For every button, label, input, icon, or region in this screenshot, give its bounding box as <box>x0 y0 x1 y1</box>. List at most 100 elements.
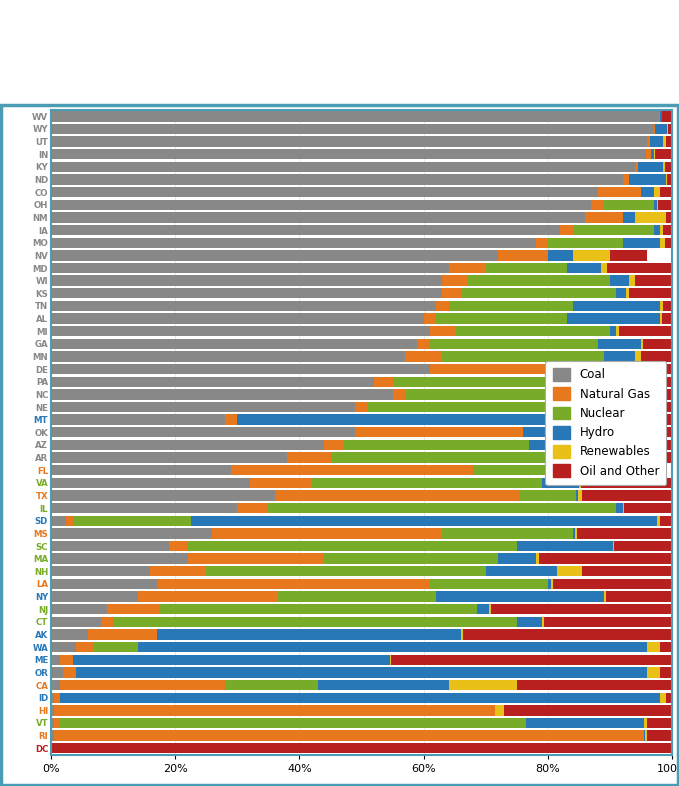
Bar <box>553 578 672 590</box>
Bar <box>651 149 654 160</box>
Bar <box>231 465 473 476</box>
Bar <box>51 680 60 690</box>
Bar <box>536 553 538 564</box>
Bar <box>424 314 436 324</box>
Bar <box>51 225 560 235</box>
Bar <box>604 200 654 210</box>
Bar <box>576 490 579 501</box>
Bar <box>486 566 557 576</box>
Bar <box>649 427 672 438</box>
Bar <box>660 642 672 652</box>
Bar <box>604 351 635 362</box>
Bar <box>436 314 566 324</box>
Bar <box>94 642 138 652</box>
Bar <box>554 465 555 476</box>
Bar <box>576 528 672 538</box>
Bar <box>646 730 647 740</box>
Bar <box>581 478 672 488</box>
Bar <box>51 314 424 324</box>
Bar <box>54 692 60 703</box>
Bar <box>442 275 467 286</box>
Bar <box>660 667 672 678</box>
Bar <box>312 478 542 488</box>
Bar <box>598 389 654 399</box>
Bar <box>650 414 672 425</box>
Bar <box>461 630 463 640</box>
Bar <box>368 402 654 412</box>
Bar <box>635 351 641 362</box>
Bar <box>187 553 325 564</box>
Bar <box>331 453 554 463</box>
Bar <box>76 667 647 678</box>
Bar <box>641 187 654 197</box>
Bar <box>663 225 672 235</box>
Bar <box>604 591 606 602</box>
Bar <box>654 389 655 399</box>
Bar <box>629 275 635 286</box>
Bar <box>206 566 486 576</box>
Bar <box>51 439 325 450</box>
Bar <box>76 642 94 652</box>
Bar <box>405 389 598 399</box>
Bar <box>591 439 598 450</box>
Bar <box>653 453 672 463</box>
Bar <box>654 124 655 134</box>
Bar <box>538 553 672 564</box>
Bar <box>51 364 430 374</box>
Bar <box>54 730 644 740</box>
Bar <box>647 667 660 678</box>
Bar <box>51 402 355 412</box>
Bar <box>554 364 672 374</box>
Bar <box>225 414 238 425</box>
Bar <box>579 490 582 501</box>
Bar <box>666 212 672 222</box>
Bar <box>278 591 436 602</box>
Bar <box>238 414 647 425</box>
Bar <box>644 730 646 740</box>
Bar <box>51 389 392 399</box>
Bar <box>665 237 672 248</box>
Bar <box>663 162 665 172</box>
Bar <box>647 427 649 438</box>
Bar <box>51 743 672 754</box>
Bar <box>430 339 598 349</box>
Bar <box>647 718 672 728</box>
Bar <box>442 288 461 299</box>
Bar <box>544 617 672 627</box>
Bar <box>495 705 504 715</box>
Bar <box>629 376 672 387</box>
Bar <box>100 617 113 627</box>
Bar <box>625 376 629 387</box>
Bar <box>169 541 187 551</box>
Bar <box>191 516 657 526</box>
Bar <box>647 642 660 652</box>
Bar <box>455 326 610 336</box>
Bar <box>617 326 619 336</box>
Bar <box>73 516 191 526</box>
Bar <box>274 490 520 501</box>
Bar <box>418 339 430 349</box>
Bar <box>660 692 666 703</box>
Bar <box>491 604 672 615</box>
Bar <box>542 478 579 488</box>
Bar <box>650 453 653 463</box>
Bar <box>574 528 576 538</box>
Bar <box>449 680 517 690</box>
Bar <box>51 200 591 210</box>
Bar <box>449 263 486 274</box>
Bar <box>392 389 405 399</box>
Bar <box>51 478 250 488</box>
Bar <box>647 137 650 147</box>
Bar <box>113 617 517 627</box>
Bar <box>405 351 442 362</box>
Bar <box>655 389 672 399</box>
Bar <box>654 402 663 412</box>
Bar <box>51 137 647 147</box>
Bar <box>51 212 585 222</box>
Bar <box>442 351 604 362</box>
Bar <box>51 453 287 463</box>
Bar <box>647 730 672 740</box>
Bar <box>88 630 157 640</box>
Bar <box>51 617 100 627</box>
Bar <box>623 503 625 513</box>
